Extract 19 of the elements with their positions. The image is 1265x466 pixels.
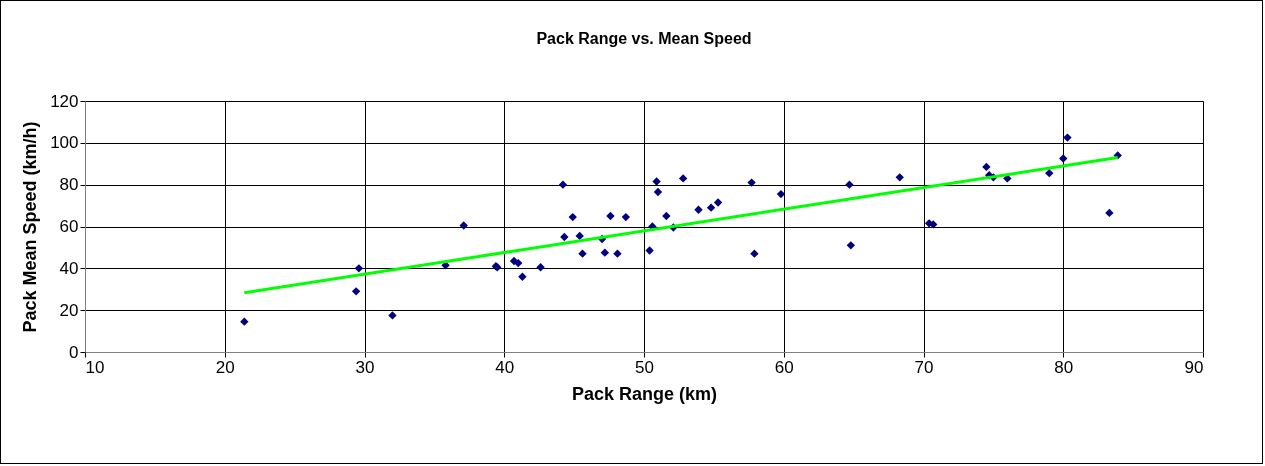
x-tick-label: 30 (355, 357, 375, 377)
y-tick-label: 0 (69, 342, 79, 362)
x-tick-label: 80 (1054, 357, 1074, 377)
x-tick-label: 70 (914, 357, 934, 377)
y-tick-label: 40 (59, 258, 79, 278)
y-tick-label: 60 (59, 217, 79, 236)
x-tick-label: 50 (635, 357, 654, 377)
x-tick-label: 60 (774, 357, 794, 377)
y-tick-label: 80 (59, 175, 79, 195)
x-tick-label: 10 (85, 357, 105, 377)
chart-title: Pack Range vs. Mean Speed (536, 30, 752, 47)
y-tick-label: 20 (59, 300, 79, 320)
x-tick-label: 20 (215, 357, 235, 377)
y-tick-label: 100 (50, 133, 79, 153)
y-tick-label: 120 (50, 91, 79, 111)
x-axis-title: Pack Range (km) (571, 383, 718, 404)
x-tick-label: 90 (1184, 357, 1204, 377)
y-axis-title: Pack Mean Speed (km/h) (20, 121, 41, 333)
x-tick-label: 40 (495, 357, 515, 377)
